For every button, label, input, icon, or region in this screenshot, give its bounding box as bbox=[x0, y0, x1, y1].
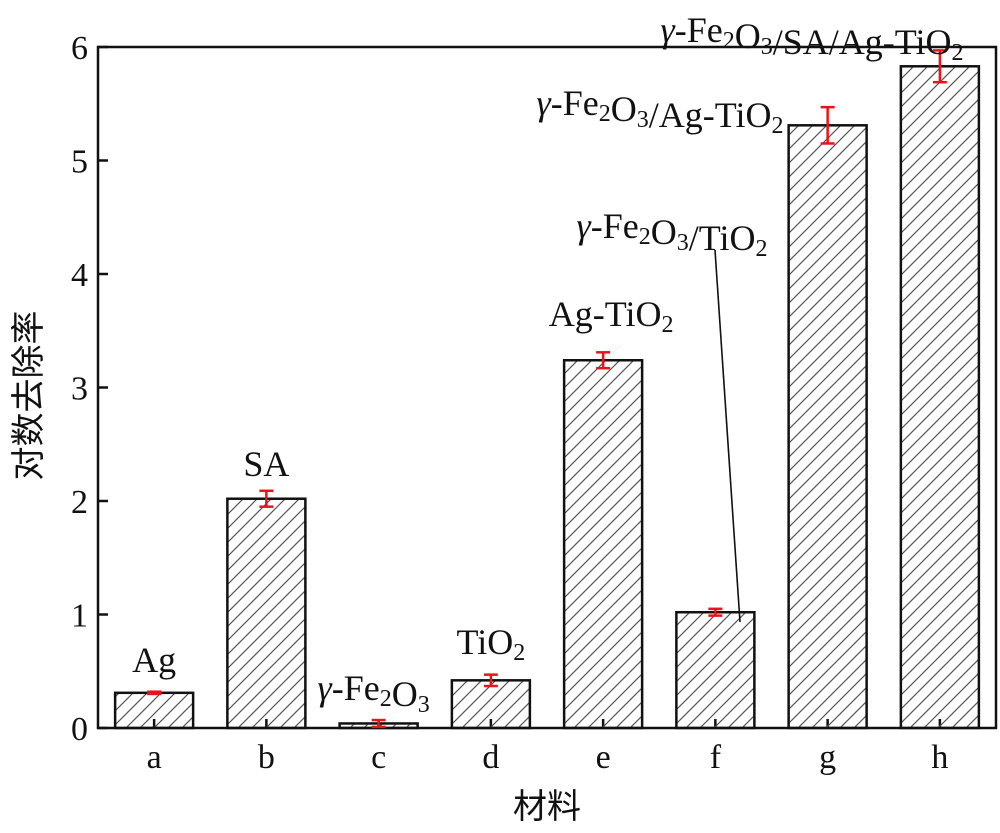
x-tick-label: h bbox=[931, 739, 948, 776]
bar-e bbox=[562, 359, 644, 730]
y-tick-label: 4 bbox=[71, 257, 88, 294]
x-tick-label: e bbox=[596, 739, 611, 776]
y-tick-label: 0 bbox=[71, 711, 88, 748]
x-axis-title: 材料 bbox=[513, 787, 581, 827]
error-bar-g bbox=[820, 105, 835, 145]
x-tick-label: b bbox=[258, 739, 275, 776]
bar-g bbox=[787, 124, 868, 730]
bar-a bbox=[113, 691, 195, 730]
bar-d bbox=[450, 679, 532, 730]
bar-labels: Ag SA γ-Fe2O3 TiO2 Ag-TiO2 γ-Fe2O3/TiO2 γ-Fe2O… bbox=[132, 10, 963, 718]
x-tick-label: a bbox=[147, 739, 162, 776]
error-bar-f bbox=[708, 607, 723, 617]
y-tick-label: 2 bbox=[71, 484, 88, 521]
x-tick-label: c bbox=[371, 739, 386, 776]
y-tick-label: 3 bbox=[71, 371, 88, 408]
y-tick-label: 1 bbox=[71, 598, 88, 635]
bars bbox=[113, 49, 981, 730]
y-tick-label: 6 bbox=[71, 30, 88, 67]
bar-h bbox=[899, 65, 981, 730]
bar-b bbox=[226, 497, 307, 730]
error-bar-c bbox=[371, 718, 386, 729]
bar-label-e: Ag-TiO2 bbox=[549, 294, 674, 338]
bar-label-h: γ-Fe2O3/SA/Ag-TiO2 bbox=[661, 10, 964, 66]
error-bar-e bbox=[596, 351, 611, 370]
bar-label-a: Ag bbox=[132, 640, 176, 680]
x-tick-label: f bbox=[710, 739, 722, 776]
error-bar-a bbox=[147, 690, 162, 696]
bar-label-f: γ-Fe2O3/TiO2 bbox=[577, 206, 768, 262]
bar-label-b: SA bbox=[243, 444, 289, 484]
y-tick-label: 5 bbox=[71, 144, 88, 181]
bar-label-c: γ-Fe2O3 bbox=[318, 668, 430, 718]
bar-f bbox=[675, 610, 756, 730]
y-axis-title: 对数去除率 bbox=[9, 311, 49, 481]
error-bar-b bbox=[259, 489, 274, 508]
bar-label-d: TiO2 bbox=[457, 622, 526, 666]
error-bar-h bbox=[932, 49, 947, 84]
x-tick-label: g bbox=[819, 739, 836, 776]
bar-label-g: γ-Fe2O3/Ag-TiO2 bbox=[537, 83, 784, 139]
error-bar-d bbox=[483, 673, 498, 688]
x-tick-label: d bbox=[482, 739, 499, 776]
leader-line-f bbox=[714, 249, 741, 623]
